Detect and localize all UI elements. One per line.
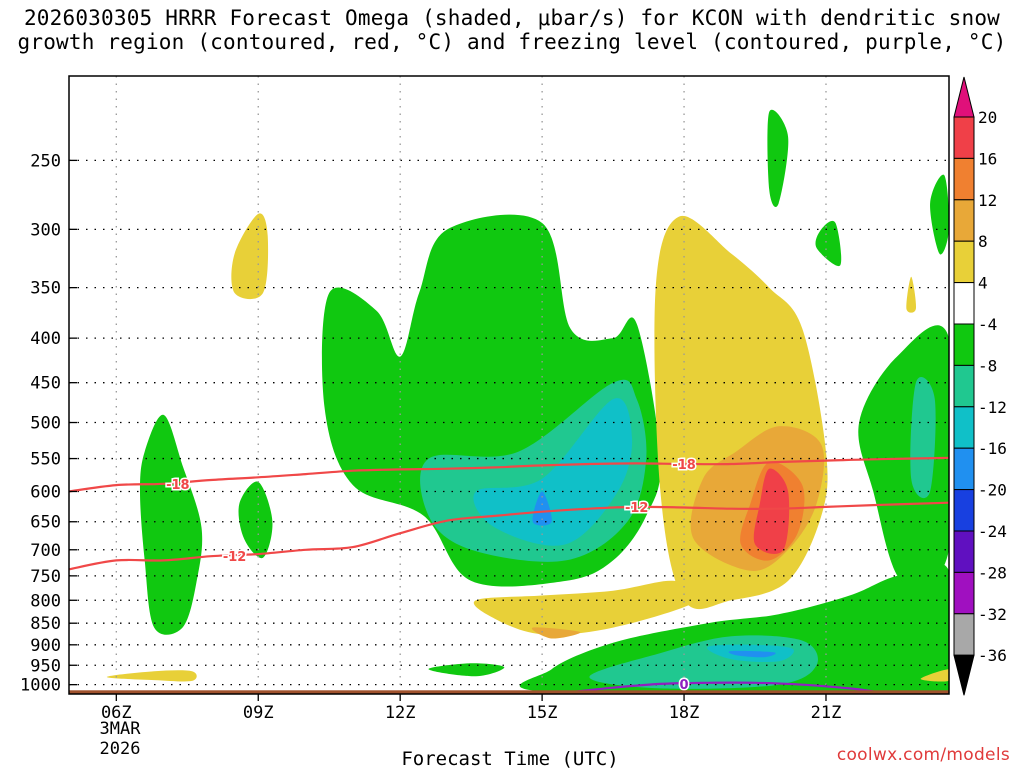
pressure-tick-label-850: 850 [30,614,61,634]
colorbar-bin-9 [953,489,975,532]
omega-shading [106,109,949,694]
omega-region-20 [815,220,842,267]
colorbar-bin-3 [953,240,975,284]
omega-region-23 [858,325,949,587]
contour-label-0-0: -18 [166,478,190,493]
omega-region-25 [920,669,949,682]
omega-region-18 [428,663,505,677]
contour-line-1 [69,501,949,571]
pressure-tick-label-350: 350 [30,279,61,299]
contour-label-1-1: -12 [625,501,649,516]
omega-region-22 [930,174,949,255]
contour-label-0-1: -18 [672,458,696,473]
omega-region-17 [728,650,776,658]
colorbar-label-13: -36 [978,646,1007,665]
time-tick-label-09Z: 09Z [243,703,274,723]
colorbar-bin-1 [953,157,975,201]
omega-region-21 [906,276,917,313]
title-line-2: growth region (contoured, red, °C) and f… [17,30,1007,54]
colorbar-label-8: -16 [978,439,1007,458]
colorbar-label-2: 12 [978,191,997,210]
contour-label-1-0: -12 [223,550,247,565]
pressure-tick-label-550: 550 [30,450,61,470]
pressure-tick-label-250: 250 [30,151,61,171]
time-tick-label-15Z: 15Z [527,703,558,723]
pressure-axis: 2503003504004505005506006507007508008509… [20,151,77,696]
colorbar-label-5: -4 [978,315,997,334]
chart-title: 2026030305 HRRR Forecast Omega (shaded, … [0,6,1024,54]
colorbar: 20 16 12 8 4 -4 -8 -12 -16 -20 -24 -28 -32 -36 [953,76,1007,696]
omega-region-11 [753,468,790,554]
pressure-tick-label-750: 750 [30,567,61,587]
colorbar-over-triangle [953,76,975,118]
pressure-tick-label-400: 400 [30,329,61,349]
colorbar-under-triangle [953,654,975,696]
colorbar-bin-2 [953,199,975,242]
colorbar-label-10: -24 [978,522,1007,541]
x-axis-label: Forecast Time (UTC) [401,748,618,768]
colorbar-label-1: 16 [978,149,997,168]
colorbar-label-11: -28 [978,563,1007,582]
pressure-tick-label-950: 950 [30,656,61,676]
omega-region-7 [532,491,552,526]
ground-surface [69,690,949,694]
pressure-tick-label-650: 650 [30,513,61,533]
colorbar-bin-6 [953,364,975,408]
grid-lines [69,76,949,694]
omega-region-0 [140,414,203,635]
credit-link[interactable]: coolwx.com/models [836,745,1010,765]
colorbar-bin-12 [953,613,975,656]
pressure-tick-label-700: 700 [30,541,61,561]
contour-line-0 [69,456,949,493]
omega-region-14 [519,562,949,694]
date-label-day: 3MAR [100,719,142,739]
colorbar-label-7: -12 [978,398,1007,417]
colorbar-label-12: -32 [978,605,1007,624]
omega-region-2 [231,213,269,300]
omega-region-3 [106,670,197,682]
colorbar-bin-0 [953,116,975,159]
omega-region-12 [473,580,702,635]
colorbar-label-6: -8 [978,356,997,375]
colorbar-bin-4 [953,282,975,325]
pressure-tick-label-500: 500 [30,414,61,434]
omega-region-19 [767,109,789,207]
pressure-tick-label-900: 900 [30,636,61,656]
pressure-tick-label-1000: 1000 [20,676,61,696]
pressure-tick-label-450: 450 [30,374,61,394]
temperature-contours: -18 -18 -12 -12 0 [69,456,949,694]
colorbar-bin-10 [953,530,975,573]
colorbar-bin-7 [953,406,975,449]
colorbar-bin-5 [953,323,975,366]
time-axis: 06Z 09Z 12Z 15Z 18Z 21Z [101,694,841,723]
time-tick-label-21Z: 21Z [811,703,842,723]
date-label-year: 2026 [100,739,141,759]
colorbar-label-4: 4 [978,274,988,293]
omega-region-13 [531,627,581,639]
pressure-tick-label-800: 800 [30,591,61,611]
colorbar-label-9: -20 [978,481,1007,500]
contour-line-2 [570,681,874,694]
colorbar-label-3: 8 [978,232,988,251]
title-line-1: 2026030305 HRRR Forecast Omega (shaded, … [23,6,1001,30]
pressure-tick-label-300: 300 [30,220,61,240]
time-tick-label-06Z: 06Z [101,703,132,723]
colorbar-bin-8 [953,447,975,491]
colorbar-label-0: 20 [978,108,997,127]
time-tick-label-12Z: 12Z [385,703,416,723]
plot-frame [68,75,950,695]
contour-label-2-0: 0 [680,678,689,693]
pressure-tick-label-600: 600 [30,482,61,502]
colorbar-bin-11 [953,571,975,615]
omega-region-1 [238,481,273,559]
time-tick-label-18Z: 18Z [669,703,700,723]
omega-region-24 [910,376,936,499]
